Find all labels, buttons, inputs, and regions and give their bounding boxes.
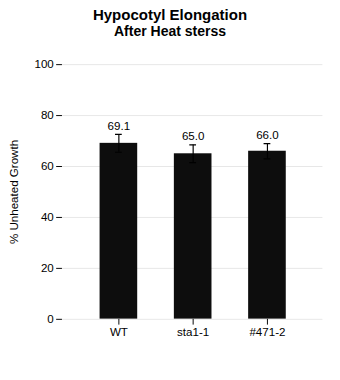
svg-text:65.0: 65.0 bbox=[182, 130, 205, 142]
svg-text:20: 20 bbox=[41, 262, 54, 274]
svg-text:100: 100 bbox=[34, 58, 53, 70]
svg-text:60: 60 bbox=[41, 160, 54, 172]
svg-text:% Unheated Growth: % Unheated Growth bbox=[8, 140, 20, 244]
svg-text:66.0: 66.0 bbox=[256, 129, 279, 141]
svg-text:80: 80 bbox=[41, 109, 54, 121]
svg-text:40: 40 bbox=[41, 211, 54, 223]
html-text:Hypocotyl Elongation: Hypocotyl Elongation bbox=[92, 6, 248, 23]
svg-text:0: 0 bbox=[47, 313, 53, 325]
svg-text:#471-2: #471-2 bbox=[249, 326, 285, 338]
svg-text:sta1-1: sta1-1 bbox=[177, 326, 209, 338]
svg-text:WT: WT bbox=[110, 326, 128, 338]
svg-text:69.1: 69.1 bbox=[108, 120, 131, 132]
html-text:After Heat sterss: After Heat sterss bbox=[114, 23, 226, 39]
